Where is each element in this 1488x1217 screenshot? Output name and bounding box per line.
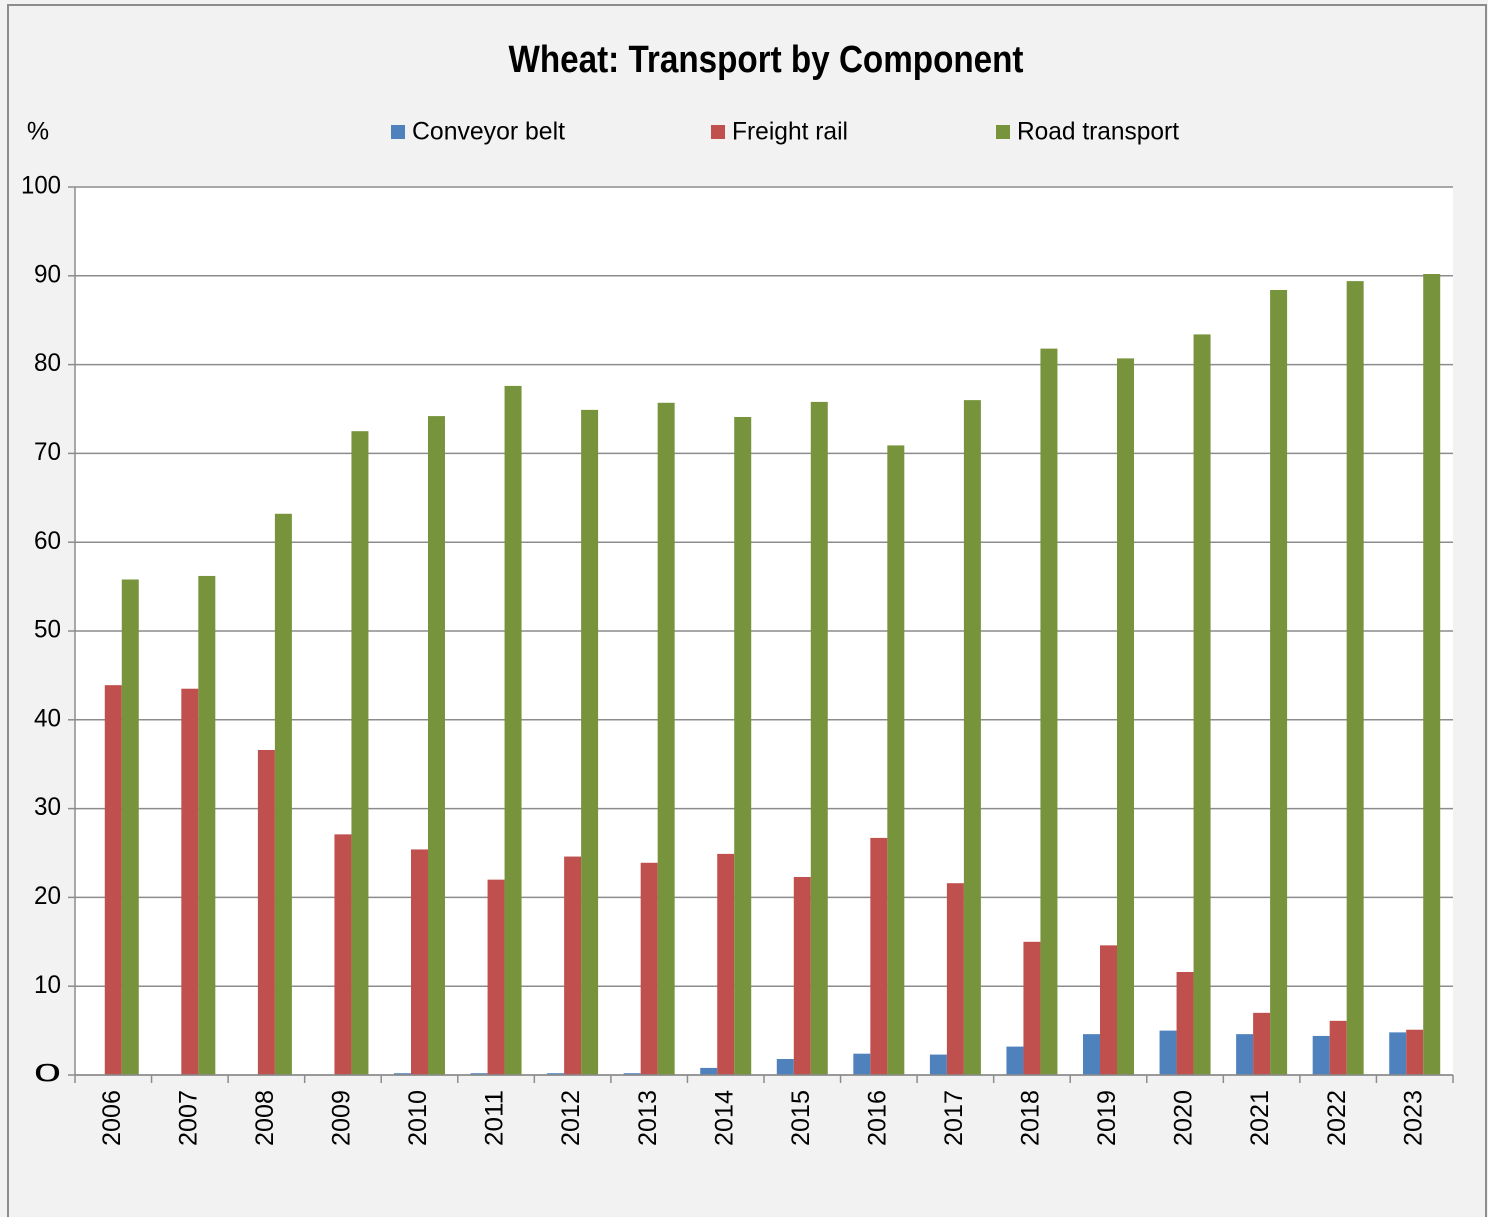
legend-label: Freight rail bbox=[732, 118, 848, 146]
bar bbox=[1236, 1034, 1254, 1075]
bar bbox=[427, 416, 445, 1075]
x-tick-label: 2009 bbox=[328, 1090, 356, 1146]
bar bbox=[487, 879, 505, 1075]
x-tick-label: 2022 bbox=[1323, 1090, 1351, 1146]
x-tick-label: 2006 bbox=[98, 1090, 126, 1146]
y-tick-label: 30 bbox=[34, 793, 61, 821]
bar bbox=[1023, 941, 1041, 1075]
bar bbox=[1100, 945, 1117, 1075]
bar bbox=[351, 431, 369, 1075]
legend-label: Conveyor belt bbox=[412, 118, 565, 146]
chart-title: Wheat: Transport by Component bbox=[509, 39, 1024, 81]
bar bbox=[411, 849, 428, 1075]
bar bbox=[1159, 1030, 1177, 1075]
bar bbox=[104, 685, 122, 1075]
bar bbox=[793, 876, 811, 1075]
bar bbox=[623, 1073, 641, 1075]
y-tick-label: 80 bbox=[34, 349, 61, 377]
x-tick-label: 2017 bbox=[940, 1090, 968, 1146]
bar bbox=[640, 862, 658, 1075]
y-tick-label: 20 bbox=[34, 882, 61, 910]
bar bbox=[257, 749, 275, 1075]
x-tick-label: 2021 bbox=[1246, 1090, 1274, 1146]
y-tick-label: 100 bbox=[21, 172, 61, 200]
x-tick-label: 2014 bbox=[710, 1090, 738, 1146]
y-tick-label: 60 bbox=[34, 527, 61, 555]
y-tick-label: 40 bbox=[34, 704, 61, 732]
bar bbox=[121, 579, 139, 1075]
bar bbox=[1406, 1029, 1424, 1075]
bar bbox=[581, 409, 599, 1075]
bar bbox=[394, 1073, 412, 1075]
x-tick-label: 2013 bbox=[634, 1090, 662, 1146]
bar bbox=[853, 1053, 871, 1075]
bar bbox=[776, 1059, 794, 1075]
bar bbox=[1270, 290, 1288, 1075]
y-axis-label: % bbox=[27, 118, 49, 146]
bar bbox=[547, 1073, 565, 1075]
bar bbox=[1253, 1012, 1271, 1075]
bar bbox=[887, 445, 905, 1076]
bar bbox=[1346, 281, 1364, 1075]
x-tick-label: 2008 bbox=[251, 1090, 279, 1146]
x-tick-label: 2011 bbox=[481, 1090, 509, 1146]
x-tick-label: 2015 bbox=[787, 1090, 815, 1146]
bar bbox=[1423, 274, 1441, 1075]
bar bbox=[504, 385, 522, 1075]
bar bbox=[870, 837, 888, 1075]
bar bbox=[946, 883, 964, 1075]
x-tick-label: 2016 bbox=[863, 1090, 891, 1146]
bar bbox=[700, 1067, 718, 1075]
x-tick-label: 2012 bbox=[557, 1090, 585, 1146]
bar bbox=[717, 853, 735, 1075]
legend-swatch bbox=[711, 125, 725, 139]
legend-swatch bbox=[391, 125, 405, 139]
legend-swatch bbox=[996, 125, 1010, 139]
bar bbox=[963, 400, 981, 1075]
y-tick-label: 90 bbox=[34, 260, 61, 288]
x-tick-label: 2020 bbox=[1170, 1090, 1198, 1146]
bar bbox=[1193, 334, 1211, 1076]
bar bbox=[1389, 1032, 1407, 1075]
y-tick-label: 70 bbox=[34, 438, 61, 466]
bar bbox=[198, 575, 216, 1075]
bar bbox=[470, 1073, 488, 1075]
bar bbox=[929, 1054, 947, 1075]
bar bbox=[274, 513, 292, 1075]
bar bbox=[1312, 1035, 1330, 1075]
x-tick-label: 2010 bbox=[404, 1090, 432, 1146]
bar bbox=[1329, 1020, 1347, 1075]
bar bbox=[334, 834, 352, 1075]
bar bbox=[1116, 358, 1134, 1075]
y-tick-label: 50 bbox=[34, 616, 61, 644]
legend-label: Road transport bbox=[1017, 118, 1179, 146]
bar bbox=[734, 416, 752, 1075]
bar bbox=[1040, 348, 1058, 1076]
x-tick-label: 2007 bbox=[174, 1090, 202, 1146]
bar bbox=[1006, 1046, 1024, 1075]
y-tick-label: 0 bbox=[34, 1060, 61, 1088]
bar bbox=[1083, 1034, 1101, 1075]
y-tick-label: 10 bbox=[34, 971, 61, 999]
x-tick-label: 2019 bbox=[1093, 1090, 1121, 1146]
bar bbox=[657, 402, 675, 1075]
bar bbox=[181, 688, 199, 1075]
bar bbox=[564, 856, 582, 1075]
bar bbox=[810, 401, 828, 1075]
x-tick-label: 2018 bbox=[1017, 1090, 1045, 1146]
bar bbox=[1176, 971, 1194, 1075]
x-tick-label: 2023 bbox=[1399, 1090, 1427, 1146]
